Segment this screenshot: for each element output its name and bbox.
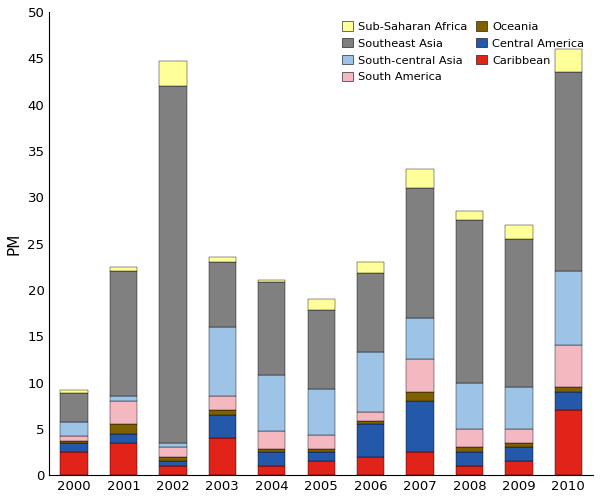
Bar [505,387,533,429]
Bar [61,452,88,475]
Bar [406,318,434,360]
Bar [308,450,335,452]
Bar [110,401,137,424]
Bar [555,392,582,410]
Bar [258,452,286,466]
Bar [110,266,137,272]
Bar [555,272,582,345]
Bar [406,401,434,452]
Bar [308,299,335,310]
Bar [456,211,483,220]
Bar [456,466,483,475]
Bar [61,436,88,441]
Bar [61,390,88,392]
Y-axis label: PM: PM [7,232,22,255]
Legend: Sub-Saharan Africa, Southeast Asia, South-central Asia, South America, Oceania, : Sub-Saharan Africa, Southeast Asia, Sout… [338,18,587,86]
Bar [357,424,384,456]
Bar [505,443,533,448]
Bar [308,436,335,450]
Bar [160,443,187,448]
Bar [209,415,236,438]
Bar [110,272,137,396]
Bar [160,466,187,475]
Bar [456,448,483,452]
Bar [258,280,286,282]
Bar [308,452,335,462]
Bar [209,410,236,415]
Bar [61,392,88,422]
Bar [160,462,187,466]
Bar [357,352,384,412]
Bar [357,456,384,475]
Bar [258,450,286,452]
Bar [357,273,384,352]
Bar [505,225,533,239]
Bar [258,430,286,450]
Bar [406,452,434,475]
Bar [505,448,533,462]
Bar [110,443,137,475]
Bar [456,429,483,448]
Bar [406,392,434,401]
Bar [160,448,187,456]
Bar [406,188,434,318]
Bar [505,239,533,387]
Bar [308,389,335,436]
Bar [209,396,236,410]
Bar [110,396,137,401]
Bar [110,424,137,434]
Bar [160,456,187,462]
Bar [505,462,533,475]
Bar [456,382,483,429]
Bar [456,220,483,382]
Bar [505,429,533,443]
Bar [456,452,483,466]
Bar [160,61,187,86]
Bar [209,327,236,396]
Bar [357,422,384,424]
Bar [209,438,236,475]
Bar [258,375,286,430]
Bar [61,422,88,436]
Bar [555,72,582,272]
Bar [308,310,335,389]
Bar [110,434,137,443]
Bar [160,86,187,443]
Bar [406,360,434,392]
Bar [406,170,434,188]
Bar [258,282,286,375]
Bar [555,49,582,72]
Bar [555,410,582,475]
Bar [61,443,88,452]
Bar [209,262,236,327]
Bar [357,412,384,422]
Bar [308,462,335,475]
Bar [555,387,582,392]
Bar [357,262,384,273]
Bar [258,466,286,475]
Bar [555,346,582,387]
Bar [61,441,88,443]
Bar [209,258,236,262]
